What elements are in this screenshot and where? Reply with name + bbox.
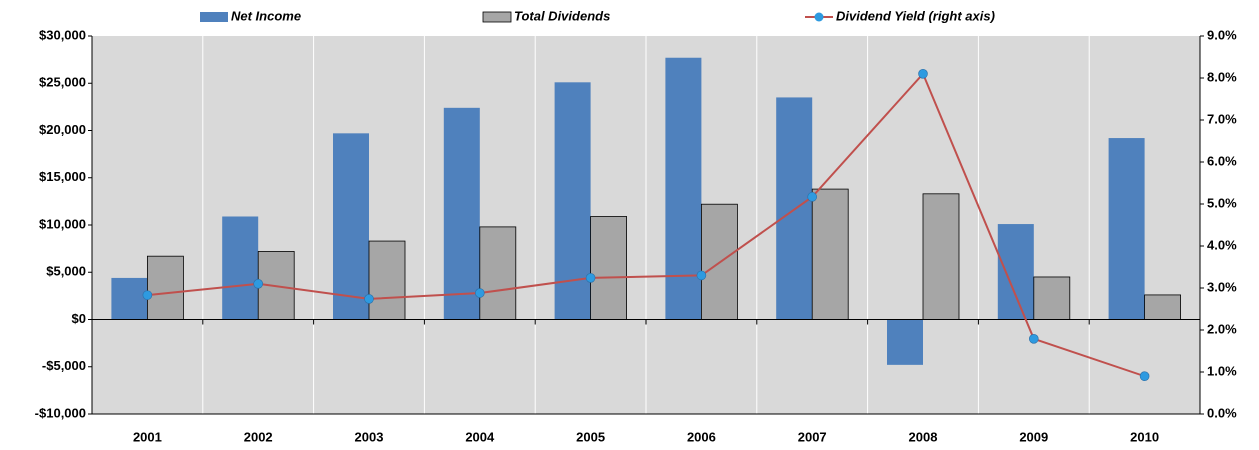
y2-tick-label: 9.0% — [1207, 27, 1237, 42]
line-marker — [1139, 371, 1150, 382]
y2-tick-label: 0.0% — [1207, 405, 1237, 420]
line-series — [147, 71, 1145, 378]
line-marker — [142, 290, 153, 300]
x-tick-label: 2007 — [798, 429, 827, 444]
y2-tick-label: 7.0% — [1207, 111, 1237, 126]
line-marker — [585, 273, 596, 283]
y-tick-label: $20,000 — [39, 122, 86, 137]
legend-swatch-marker — [814, 12, 824, 22]
x-tick-label: 2008 — [909, 429, 938, 444]
x-tick-label: 2005 — [576, 429, 605, 444]
x-tick-label: 2009 — [1019, 429, 1048, 444]
legend-swatch — [200, 12, 228, 22]
bar — [997, 224, 1034, 320]
bar — [590, 216, 627, 320]
line-marker — [364, 294, 374, 304]
y-tick-label: $15,000 — [39, 169, 86, 184]
line-marker — [1029, 334, 1039, 344]
legend-label: Total Dividends — [514, 8, 610, 23]
x-tick-label: 2010 — [1130, 429, 1159, 444]
y2-tick-label: 3.0% — [1207, 279, 1237, 294]
y-tick-label: -$5,000 — [42, 358, 86, 373]
bar — [665, 57, 702, 320]
legend-swatch — [482, 11, 512, 23]
bar — [479, 226, 517, 320]
x-tick-label: 2003 — [355, 429, 384, 444]
bar — [443, 107, 480, 320]
line-marker — [253, 278, 264, 289]
bar — [811, 188, 849, 320]
x-tick-label: 2004 — [465, 429, 495, 444]
y2-tick-label: 2.0% — [1207, 321, 1237, 336]
bar — [333, 133, 369, 320]
legend-label: Dividend Yield (right axis) — [836, 8, 995, 23]
bar — [922, 193, 960, 320]
line-marker — [918, 69, 928, 79]
bar — [1144, 294, 1181, 320]
y2-tick-label: 1.0% — [1207, 363, 1237, 378]
y-tick-label: -$10,000 — [35, 405, 86, 420]
line-marker — [807, 192, 818, 202]
bar — [554, 82, 591, 320]
bar — [887, 319, 923, 365]
y-tick-label: $5,000 — [46, 264, 86, 279]
y2-tick-label: 8.0% — [1207, 69, 1237, 84]
y2-tick-label: 5.0% — [1207, 195, 1237, 210]
y-tick-label: $30,000 — [39, 27, 86, 42]
x-tick-label: 2002 — [244, 429, 273, 444]
bar — [1033, 276, 1071, 320]
x-tick-label: 2006 — [687, 429, 716, 444]
legend-label: Net Income — [231, 8, 301, 23]
y2-tick-label: 6.0% — [1207, 153, 1237, 168]
bar — [222, 216, 259, 320]
bar — [368, 240, 406, 320]
bar — [111, 277, 148, 320]
x-tick-label: 2001 — [133, 429, 162, 444]
y-tick-label: $10,000 — [39, 216, 86, 231]
line-marker — [696, 270, 707, 281]
y-tick-label: $0 — [72, 311, 86, 326]
bar — [146, 255, 184, 320]
y2-tick-label: 4.0% — [1207, 237, 1237, 252]
line-marker — [474, 288, 485, 298]
y-tick-label: $25,000 — [39, 75, 86, 90]
legend: Net Income Total Dividends Dividend Yield … — [200, 8, 995, 23]
bar — [1108, 138, 1145, 320]
